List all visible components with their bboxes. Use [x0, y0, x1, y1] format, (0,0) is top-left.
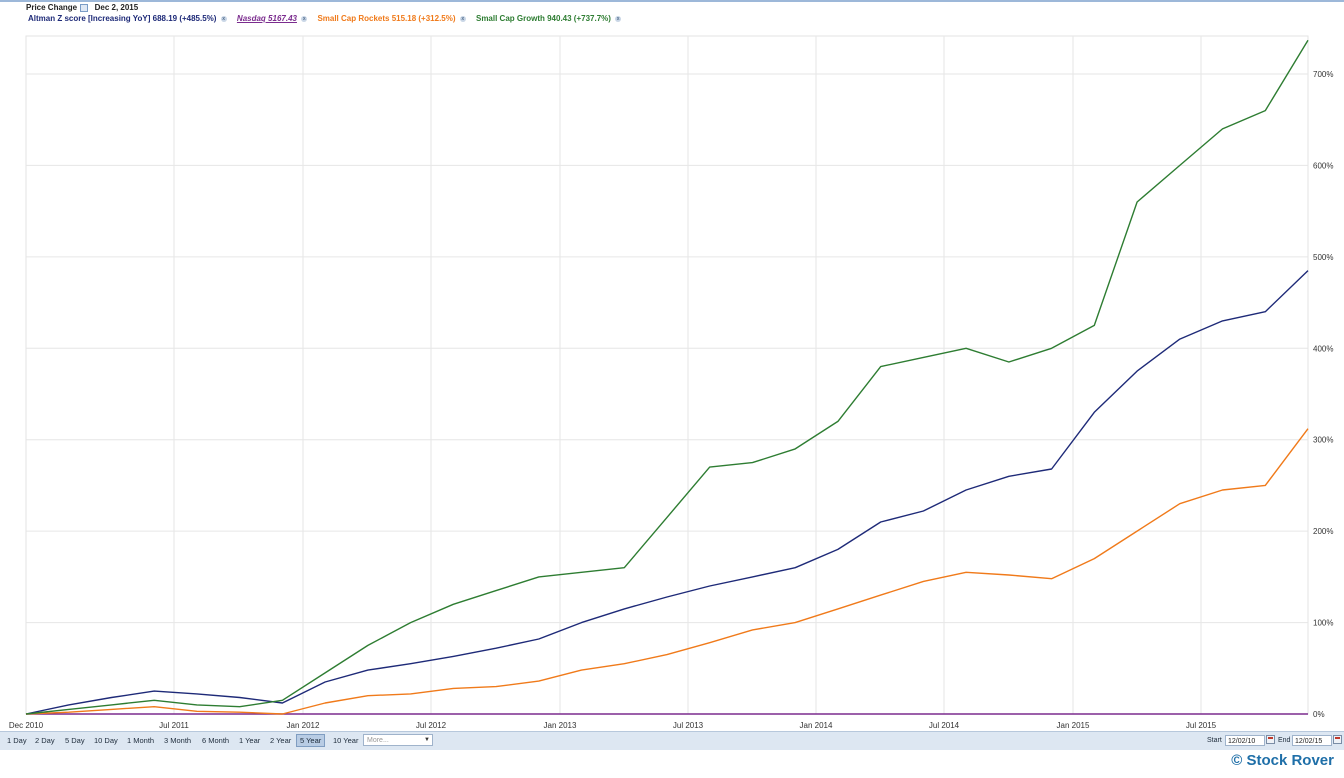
- calendar-icon[interactable]: [1333, 735, 1342, 744]
- start-date-input[interactable]: 12/02/10: [1225, 735, 1265, 746]
- remove-series-icon[interactable]: x: [220, 15, 227, 22]
- y-tick-label: 200%: [1313, 527, 1333, 536]
- range-button-1-month[interactable]: 1 Month: [127, 736, 155, 745]
- remove-series-icon[interactable]: x: [459, 15, 466, 22]
- range-button-10-year[interactable]: 10 Year: [333, 736, 359, 745]
- legend-item-nasdaq[interactable]: Nasdaq 5167.43 x: [237, 14, 310, 23]
- series-line-small-cap-rockets: [25, 428, 1309, 715]
- y-tick-label: 700%: [1313, 70, 1333, 79]
- x-tick-label: Jan 2014: [800, 721, 833, 730]
- top-border: [0, 0, 1344, 2]
- x-tick-label: Jan 2012: [287, 721, 320, 730]
- y-tick-label: 600%: [1313, 161, 1333, 170]
- x-tick-label: Jul 2015: [1186, 721, 1217, 730]
- end-date-input[interactable]: 12/02/15: [1292, 735, 1332, 746]
- x-tick-label: Jan 2015: [1057, 721, 1090, 730]
- x-tick-label: Jul 2011: [159, 721, 189, 730]
- legend-label: Altman Z score [Increasing YoY] 688.19 (…: [28, 14, 217, 23]
- plot-area: [25, 35, 1309, 715]
- range-button-5-day[interactable]: 5 Day: [65, 736, 85, 745]
- remove-series-icon[interactable]: x: [301, 15, 308, 22]
- chart-title: Price Change: [26, 3, 78, 12]
- brand-logo: © Stock Rover: [1231, 752, 1334, 769]
- range-button-5-year[interactable]: 5 Year: [296, 734, 326, 747]
- y-tick-label: 500%: [1313, 253, 1333, 262]
- end-label: End: [1278, 737, 1291, 744]
- range-toolbar: 1 Day 2 Day 5 Day 10 Day 1 Month 3 Month 6 Mon…: [0, 731, 1344, 750]
- range-button-2-day[interactable]: 2 Day: [35, 736, 55, 745]
- range-button-1-day[interactable]: 1 Day: [7, 736, 27, 745]
- series-line-altman-z-score-increasing-yoy-: [25, 270, 1309, 715]
- legend-label: Small Cap Growth 940.43 (+737.7%): [475, 14, 611, 23]
- x-tick-label: Dec 2010: [9, 721, 44, 730]
- y-tick-label: 100%: [1313, 619, 1333, 628]
- legend-label: Small Cap Rockets 515.18 (+312.5%): [317, 14, 456, 23]
- chart-header: Price Change Dec 2, 2015: [26, 3, 138, 12]
- range-button-6-month[interactable]: 6 Month: [202, 736, 230, 745]
- chart-type-icon[interactable]: [80, 3, 89, 12]
- calendar-icon[interactable]: [1266, 735, 1275, 744]
- series-line-small-cap-growth: [25, 39, 1309, 715]
- y-tick-label: 300%: [1313, 436, 1333, 445]
- x-tick-label: Jul 2013: [673, 721, 704, 730]
- range-button-10-day[interactable]: 10 Day: [94, 736, 118, 745]
- x-tick-label: Jan 2013: [544, 721, 577, 730]
- range-button-2-year[interactable]: 2 Year: [270, 736, 292, 745]
- more-range-select[interactable]: More... ▼: [363, 734, 433, 746]
- start-label: Start: [1207, 737, 1222, 744]
- legend-item-small-cap-growth[interactable]: Small Cap Growth 940.43 (+737.7%) x: [475, 14, 622, 23]
- chart-date: Dec 2, 2015: [94, 3, 139, 12]
- x-tick-label: Jul 2014: [929, 721, 960, 730]
- legend-item-small-cap-rockets[interactable]: Small Cap Rockets 515.18 (+312.5%) x: [317, 14, 468, 23]
- legend-item-altman[interactable]: Altman Z score [Increasing YoY] 688.19 (…: [28, 14, 229, 23]
- x-tick-label: Jul 2012: [416, 721, 447, 730]
- chevron-down-icon[interactable]: ▼: [424, 737, 430, 743]
- range-button-3-month[interactable]: 3 Month: [164, 736, 192, 745]
- y-tick-label: 0%: [1313, 710, 1325, 719]
- remove-series-icon[interactable]: x: [615, 15, 622, 22]
- range-button-1-year[interactable]: 1 Year: [239, 736, 261, 745]
- y-tick-label: 400%: [1313, 344, 1333, 353]
- legend-label: Nasdaq 5167.43: [236, 14, 297, 23]
- chart-legend: Altman Z score [Increasing YoY] 688.19 (…: [28, 14, 629, 23]
- line-chart[interactable]: 0% 100% 200% 300% 400% 500% 600% 700% Dec 2010 Ju…: [0, 0, 1344, 731]
- more-placeholder: More...: [367, 737, 389, 744]
